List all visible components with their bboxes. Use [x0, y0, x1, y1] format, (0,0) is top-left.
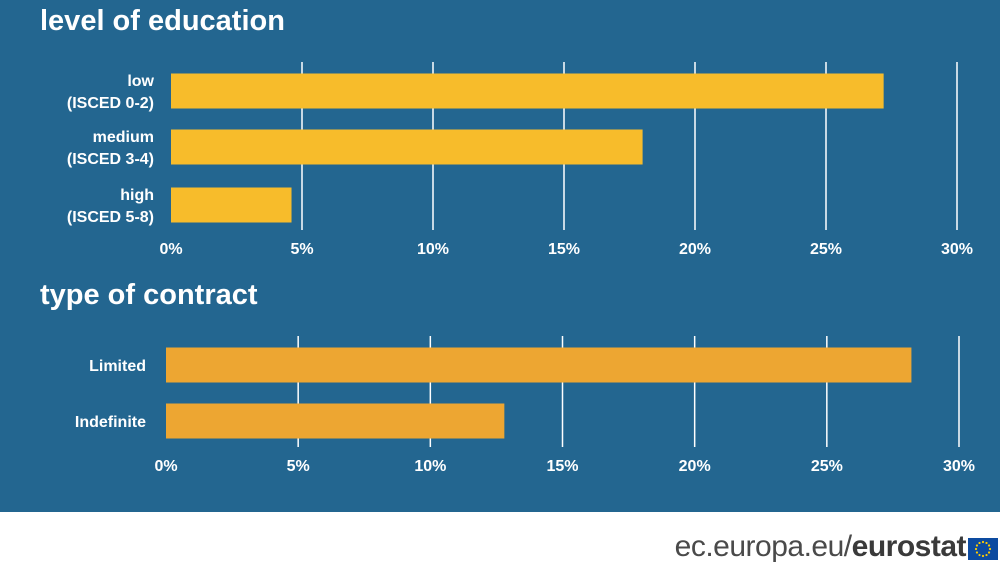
tick-label: 10%	[417, 241, 449, 258]
chart-1: level of education low (ISCED 0-2) medium (I…	[40, 5, 973, 258]
eu-flag-star	[987, 551, 991, 554]
eurostat-source[interactable]: ec.europa.eu/eurostat	[674, 530, 967, 564]
tick-label: 25%	[810, 241, 842, 258]
bar	[171, 73, 884, 109]
tick-label: 25%	[811, 458, 843, 475]
tick-label: 5%	[287, 458, 310, 475]
tick-label: 15%	[548, 241, 580, 258]
eu-flag-star	[975, 544, 979, 547]
eu-flag-star	[987, 544, 991, 547]
chart-title: type of contract	[40, 279, 258, 311]
eu-flag-star	[981, 554, 985, 558]
tick-label: 15%	[546, 458, 578, 475]
eu-flag-star	[988, 547, 992, 551]
footer-site: ec.europa.eu/	[674, 530, 852, 563]
bar	[171, 129, 643, 165]
category-label: Indefinite	[75, 414, 146, 431]
tick-label: 10%	[414, 458, 446, 475]
tick-label: 20%	[679, 241, 711, 258]
bar	[171, 187, 292, 223]
chart-title: level of education	[40, 5, 285, 37]
eu-flag-star	[975, 551, 979, 554]
category-label: medium	[93, 129, 154, 146]
bar	[166, 347, 912, 383]
eu-flag-star	[985, 553, 988, 557]
bar	[166, 403, 505, 439]
eu-flag-star	[981, 540, 985, 544]
footer: ec.europa.eu/eurostat	[0, 512, 1000, 564]
eu-flag-star	[978, 541, 981, 545]
tick-label: 20%	[679, 458, 711, 475]
category-label: (ISCED 5-8)	[67, 209, 154, 226]
category-label: low	[127, 73, 154, 90]
tick-label: 0%	[154, 458, 177, 475]
eu-flag-background	[968, 538, 998, 560]
tick-label: 0%	[159, 241, 182, 258]
tick-label: 30%	[943, 458, 975, 475]
eu-flag-star	[974, 547, 978, 551]
tick-label: 5%	[290, 241, 313, 258]
category-label: Limited	[89, 358, 146, 375]
tick-label: 30%	[941, 241, 973, 258]
eu-flag-star	[985, 541, 988, 545]
eu-flag-star	[978, 553, 981, 557]
footer-brand: eurostat	[851, 530, 967, 563]
chart-2: type of contract Limited Indefinite 0% 5% 10%…	[40, 279, 975, 475]
charts-canvas: level of education low (ISCED 0-2) medium (I…	[40, 5, 975, 475]
category-label: (ISCED 3-4)	[67, 151, 154, 168]
category-label: (ISCED 0-2)	[67, 95, 154, 112]
category-label: high	[120, 187, 154, 204]
eu-flag-icon	[968, 538, 998, 560]
